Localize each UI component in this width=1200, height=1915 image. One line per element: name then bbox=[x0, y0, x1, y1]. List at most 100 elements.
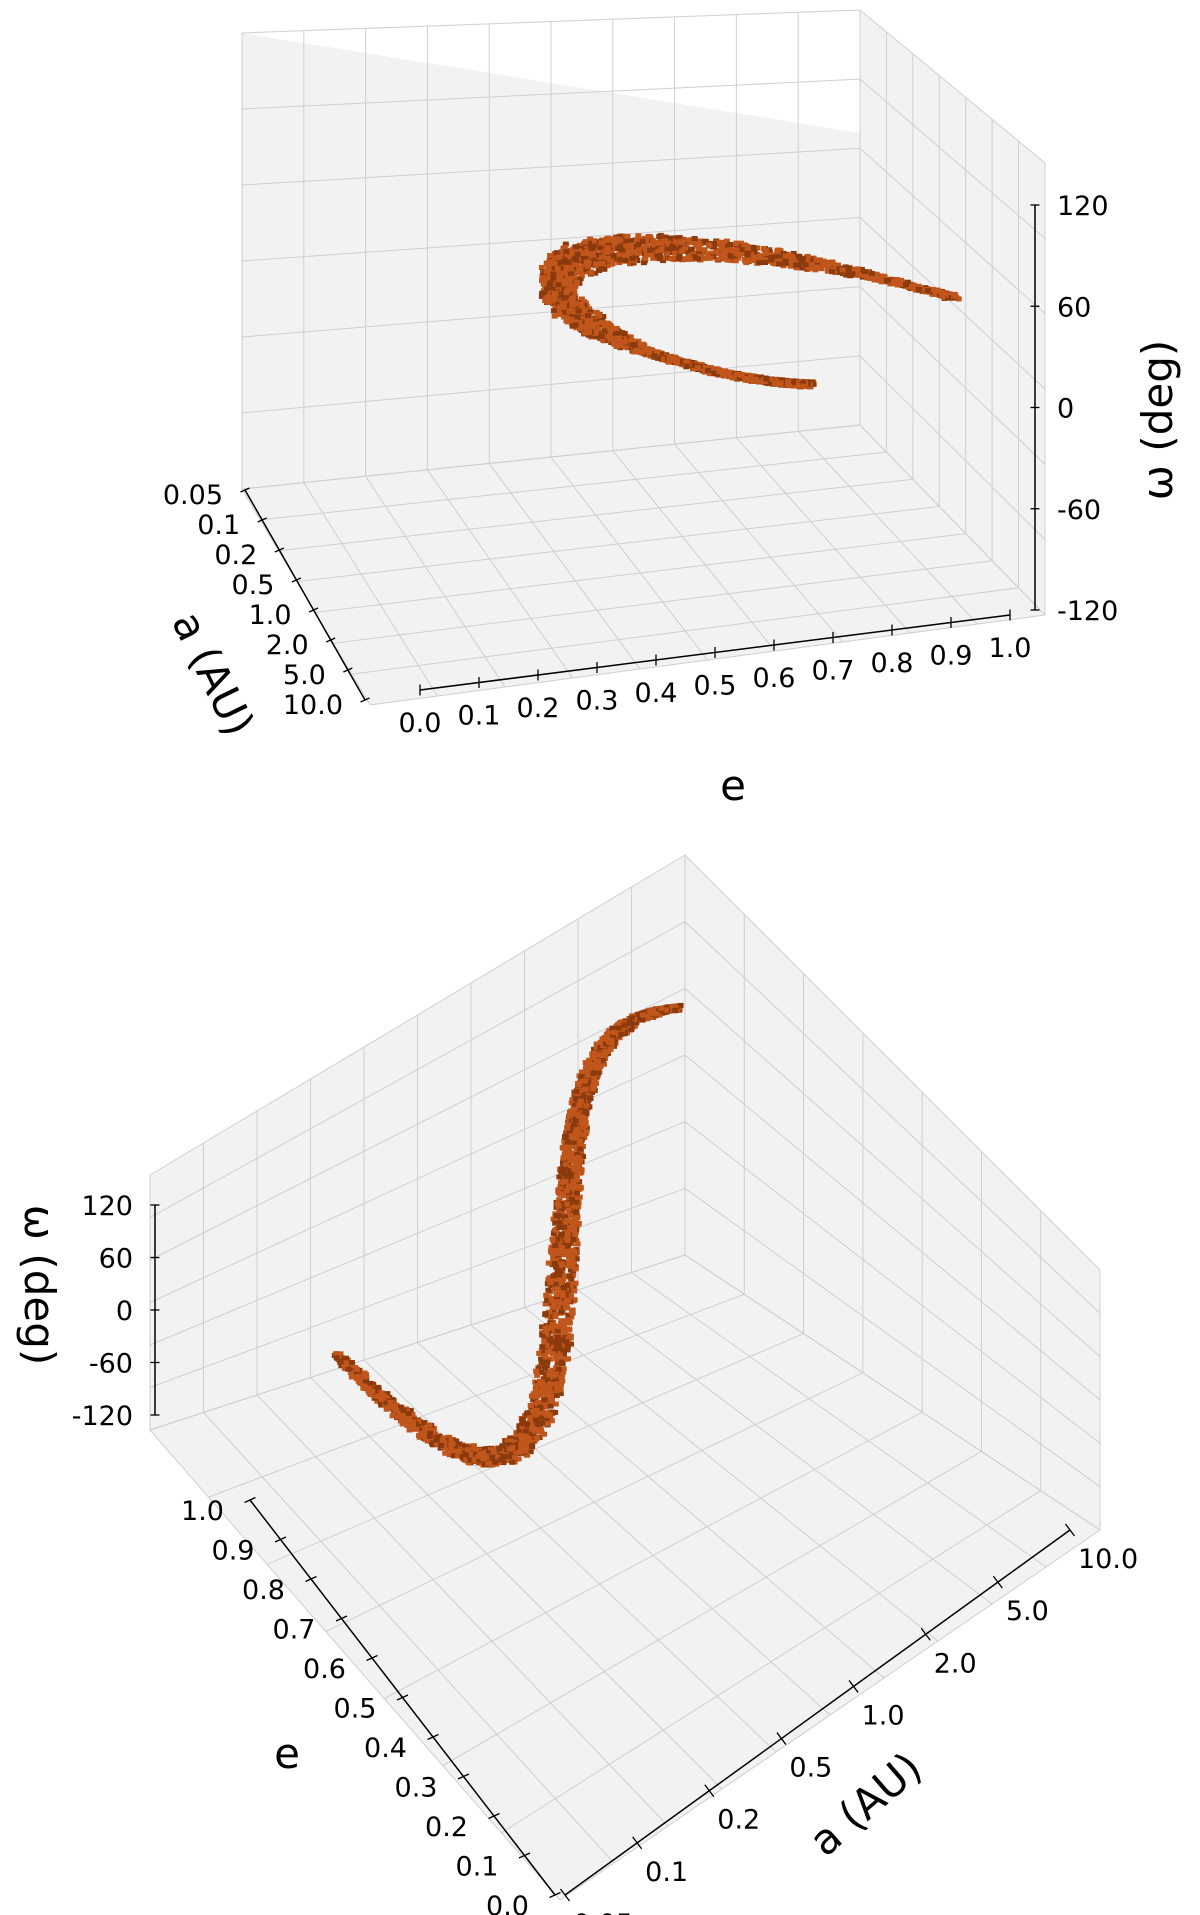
top-y-tick-label: 0.6 bbox=[753, 663, 796, 694]
bottom-data-point bbox=[553, 1213, 560, 1219]
top-data-point bbox=[671, 250, 678, 256]
bottom-data-point bbox=[533, 1383, 540, 1389]
bottom-data-point bbox=[573, 1152, 580, 1157]
top-data-point bbox=[588, 270, 595, 276]
bottom-data-point bbox=[571, 1261, 577, 1267]
top-data-point bbox=[563, 290, 570, 296]
top-data-point bbox=[547, 253, 554, 258]
top-data-point bbox=[622, 257, 629, 263]
bottom-grid bbox=[149, 854, 1101, 1901]
bottom-data-point bbox=[387, 1404, 394, 1410]
bottom-data-point bbox=[567, 1213, 574, 1219]
bottom-data-point bbox=[547, 1248, 554, 1254]
bottom-data-point bbox=[560, 1218, 567, 1223]
bottom-data-point bbox=[383, 1406, 390, 1412]
top-z-tick-label: 60 bbox=[1057, 292, 1091, 323]
bottom-data-point bbox=[511, 1454, 518, 1460]
bottom-data-point bbox=[442, 1450, 449, 1456]
top-back-gridline bbox=[241, 147, 861, 186]
top-data-point bbox=[593, 321, 600, 327]
bottom-data-point bbox=[516, 1449, 523, 1455]
bottom-data-point bbox=[538, 1369, 545, 1375]
top-data-point bbox=[930, 287, 937, 292]
top-data-point bbox=[617, 243, 624, 249]
bottom-data-point bbox=[555, 1366, 562, 1372]
top-data-point bbox=[678, 239, 685, 245]
top-data-point bbox=[701, 368, 708, 374]
bottom-data-point bbox=[546, 1337, 553, 1343]
bottom-left-gridline bbox=[149, 921, 686, 1218]
bottom-data-point bbox=[343, 1355, 350, 1361]
bottom-data-point bbox=[337, 1351, 344, 1357]
top-data-point bbox=[600, 337, 606, 343]
top-data-point bbox=[779, 256, 786, 261]
top-data-point bbox=[601, 257, 607, 263]
top-data-point bbox=[579, 258, 586, 264]
bottom-data-point bbox=[541, 1386, 548, 1392]
top-data-point bbox=[713, 250, 720, 256]
top-data-point bbox=[622, 237, 629, 243]
bottom-data-point bbox=[565, 1119, 571, 1125]
top-data-point bbox=[857, 272, 864, 278]
top-data-point bbox=[572, 309, 579, 315]
bottom-data-point bbox=[575, 1081, 582, 1086]
top-data-point bbox=[538, 265, 545, 270]
top-data-point bbox=[849, 271, 856, 277]
bottom-data-point bbox=[618, 1022, 625, 1028]
top-data-point bbox=[820, 262, 827, 268]
top-floor-gridline bbox=[365, 475, 506, 688]
top-data-point bbox=[798, 263, 805, 269]
top-data-point bbox=[713, 248, 719, 254]
top-floor-gridline bbox=[260, 451, 887, 521]
top-data-point bbox=[599, 254, 606, 260]
top-data-point bbox=[559, 279, 566, 285]
top-data-point bbox=[867, 276, 874, 281]
top-data-point bbox=[570, 279, 577, 285]
bottom-data-point bbox=[409, 1411, 416, 1417]
top-floor-gridline bbox=[296, 505, 940, 583]
top-data-point bbox=[576, 276, 583, 282]
bottom-data-point bbox=[552, 1314, 559, 1320]
bottom-data-point bbox=[565, 1225, 572, 1231]
top-data-point bbox=[897, 277, 904, 283]
top-data-point bbox=[608, 337, 615, 343]
bottom-data-point bbox=[421, 1420, 428, 1426]
bottom-floor-gridline bbox=[149, 1254, 686, 1431]
bottom-data-point bbox=[549, 1304, 556, 1310]
top-data-point bbox=[627, 261, 633, 267]
bottom-right-gridline bbox=[684, 987, 1101, 1358]
top-x-axis-line bbox=[244, 489, 366, 701]
bottom-data-point bbox=[553, 1356, 560, 1362]
top-data-point bbox=[544, 287, 550, 293]
top-data-point bbox=[732, 258, 739, 264]
top-data-point bbox=[597, 245, 604, 251]
top-data-point bbox=[798, 259, 805, 265]
top-data-point bbox=[550, 294, 557, 300]
top-data-point bbox=[777, 380, 784, 386]
bottom-data-point bbox=[553, 1393, 560, 1398]
top-data-point bbox=[854, 266, 861, 272]
bottom-floor-gridline bbox=[501, 1490, 1041, 1834]
top-data-point bbox=[646, 350, 653, 356]
bottom-data-point bbox=[516, 1429, 523, 1435]
top-data-point bbox=[736, 252, 743, 258]
bottom-data-point bbox=[399, 1417, 406, 1423]
bottom-data-point bbox=[448, 1448, 455, 1454]
top-data-point bbox=[875, 275, 882, 281]
top-data-point bbox=[552, 305, 559, 310]
top-data-point bbox=[743, 260, 750, 266]
bottom-data-point bbox=[558, 1200, 565, 1206]
top-x-tick-label: 5.0 bbox=[283, 660, 326, 691]
top-data-point bbox=[578, 296, 585, 302]
top-floor-gridline bbox=[278, 478, 913, 552]
top-data-point bbox=[550, 301, 557, 306]
bottom-data-cloud bbox=[331, 1002, 684, 1468]
top-data-point bbox=[553, 270, 560, 276]
top-data-point bbox=[588, 262, 595, 268]
bottom-data-point bbox=[582, 1106, 589, 1111]
bottom-data-point bbox=[536, 1350, 543, 1356]
top-data-point bbox=[617, 234, 623, 240]
top-data-point bbox=[593, 334, 600, 340]
top-y-tick-label: 0.3 bbox=[576, 686, 619, 717]
